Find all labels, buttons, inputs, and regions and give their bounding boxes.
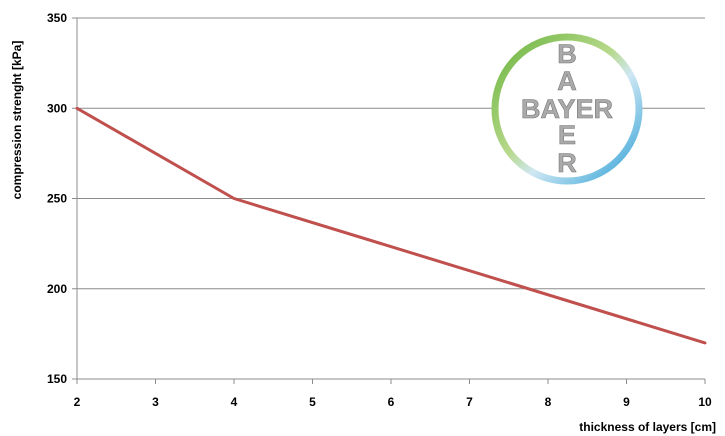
bayer-logo: B A E R BAYER <box>491 33 643 185</box>
x-axis-label: thickness of layers [cm] <box>579 420 716 434</box>
logo-vertical-word: B A E R <box>557 39 577 179</box>
y-tick-label: 200 <box>47 282 67 296</box>
x-tick-label: 7 <box>466 395 473 409</box>
logo-letter-r: R <box>557 148 577 178</box>
logo-letter-a: A <box>557 66 577 96</box>
x-tick-label: 9 <box>623 395 630 409</box>
logo-horizontal-word: BAYER <box>521 94 613 124</box>
gridlines <box>77 17 705 290</box>
x-tick-label: 2 <box>74 395 81 409</box>
y-tick-label: 350 <box>47 11 67 25</box>
series-lines <box>75 106 707 345</box>
logo-letter-b: B <box>557 39 577 69</box>
y-axis-ticks: 150 200 250 300 350 <box>47 11 77 386</box>
y-axis-label: compression strenght [kPa] <box>10 41 24 200</box>
y-tick-label: 300 <box>47 101 67 115</box>
y-tick-label: 150 <box>47 372 67 386</box>
x-tick-label: 3 <box>152 395 159 409</box>
x-axis-ticks: 2 3 4 5 6 7 8 9 10 <box>74 379 712 409</box>
x-tick-label: 8 <box>545 395 552 409</box>
y-tick-label: 250 <box>47 192 67 206</box>
logo-ring <box>491 33 643 185</box>
x-tick-label: 5 <box>309 395 316 409</box>
x-tick-label: 4 <box>231 395 238 409</box>
x-tick-label: 10 <box>698 395 712 409</box>
x-tick-label: 6 <box>388 395 395 409</box>
series-line <box>75 106 707 345</box>
logo-letter-e: E <box>558 120 576 150</box>
